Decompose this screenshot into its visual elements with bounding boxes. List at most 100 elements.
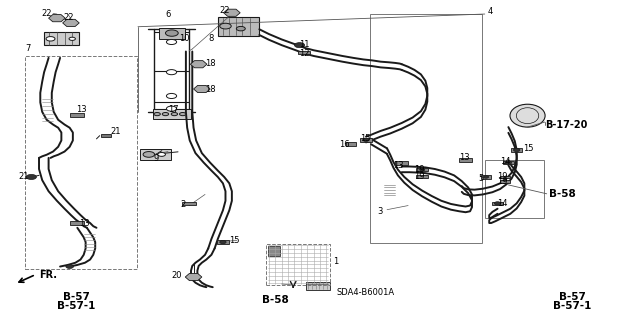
Circle shape (66, 265, 74, 269)
Text: 15: 15 (523, 144, 534, 153)
Circle shape (294, 43, 305, 48)
Circle shape (220, 241, 226, 244)
Text: 16: 16 (339, 140, 350, 149)
Bar (159, 28, 184, 39)
Text: B-57: B-57 (559, 292, 586, 302)
Bar (460, 158, 472, 162)
Bar (502, 161, 514, 164)
Text: 18: 18 (205, 85, 216, 94)
Bar (484, 160, 543, 218)
Polygon shape (63, 19, 79, 26)
Bar (481, 175, 491, 179)
Bar (153, 109, 191, 119)
Bar (298, 50, 310, 54)
Bar (101, 134, 111, 137)
Text: 11: 11 (300, 40, 310, 49)
Text: 12: 12 (300, 48, 310, 58)
Text: 8: 8 (208, 34, 214, 43)
Text: 7: 7 (25, 44, 30, 53)
Circle shape (26, 174, 36, 180)
Text: B-57: B-57 (63, 292, 90, 302)
Bar (25, 56, 137, 269)
Bar (216, 240, 229, 244)
Circle shape (420, 168, 425, 171)
Bar (268, 246, 280, 256)
Bar (511, 148, 522, 152)
Polygon shape (49, 15, 65, 22)
Text: SDA4-B6001A: SDA4-B6001A (337, 288, 395, 297)
Text: 14: 14 (497, 199, 508, 208)
Circle shape (179, 113, 186, 116)
Polygon shape (193, 85, 210, 93)
Circle shape (236, 26, 245, 31)
Text: 6: 6 (166, 10, 171, 19)
Text: 13: 13 (79, 219, 89, 228)
Bar (218, 17, 259, 36)
Text: 15: 15 (360, 134, 370, 143)
Circle shape (483, 176, 488, 178)
Bar (360, 138, 372, 142)
Text: B-58: B-58 (262, 295, 289, 305)
Bar (417, 168, 428, 171)
Text: 4: 4 (487, 7, 493, 16)
Text: 20: 20 (172, 271, 182, 280)
Text: 9: 9 (154, 154, 159, 163)
Bar (500, 181, 510, 183)
Text: 1: 1 (333, 257, 338, 266)
Text: 21: 21 (111, 127, 121, 136)
Text: 13: 13 (460, 153, 470, 162)
Circle shape (166, 106, 177, 111)
Bar (417, 175, 428, 178)
Circle shape (513, 148, 520, 152)
Bar (182, 202, 196, 205)
Bar (140, 149, 171, 160)
Circle shape (172, 113, 177, 116)
Bar (266, 244, 330, 285)
Text: 22: 22 (63, 13, 74, 22)
Circle shape (505, 161, 511, 164)
Circle shape (166, 40, 177, 45)
Bar (396, 161, 408, 165)
Circle shape (166, 93, 177, 99)
Text: 10: 10 (179, 34, 190, 43)
Polygon shape (185, 273, 202, 281)
Text: 22: 22 (42, 9, 52, 18)
Circle shape (154, 113, 161, 116)
Text: FR.: FR. (39, 271, 57, 280)
Text: 5: 5 (478, 174, 484, 183)
Text: 19: 19 (497, 177, 508, 186)
Text: 15: 15 (229, 236, 240, 245)
Text: 19: 19 (415, 165, 425, 174)
Bar (70, 114, 84, 117)
Bar (70, 221, 84, 225)
Text: 2: 2 (180, 200, 186, 209)
Text: 13: 13 (76, 105, 86, 114)
Circle shape (69, 37, 76, 41)
Polygon shape (223, 9, 240, 16)
Text: 14: 14 (500, 157, 511, 166)
Circle shape (143, 152, 155, 157)
Bar (370, 14, 481, 243)
Text: 22: 22 (219, 6, 230, 15)
Text: 13: 13 (394, 161, 404, 170)
Text: 19: 19 (415, 173, 425, 182)
Circle shape (166, 70, 177, 75)
Circle shape (158, 152, 166, 156)
Polygon shape (190, 61, 207, 68)
Text: 21: 21 (19, 172, 29, 181)
Ellipse shape (510, 104, 545, 127)
Bar (500, 176, 510, 178)
Circle shape (363, 138, 369, 141)
Text: B-58: B-58 (548, 189, 575, 199)
Circle shape (494, 202, 500, 205)
Text: 19: 19 (497, 172, 508, 181)
Bar (44, 32, 79, 45)
Bar (306, 282, 330, 290)
Text: 17: 17 (168, 105, 179, 114)
Circle shape (163, 113, 169, 116)
Circle shape (220, 23, 231, 29)
Text: B-17-20: B-17-20 (545, 120, 587, 130)
Bar (346, 142, 356, 146)
Bar (492, 202, 503, 205)
Text: B-57-1: B-57-1 (553, 300, 591, 311)
